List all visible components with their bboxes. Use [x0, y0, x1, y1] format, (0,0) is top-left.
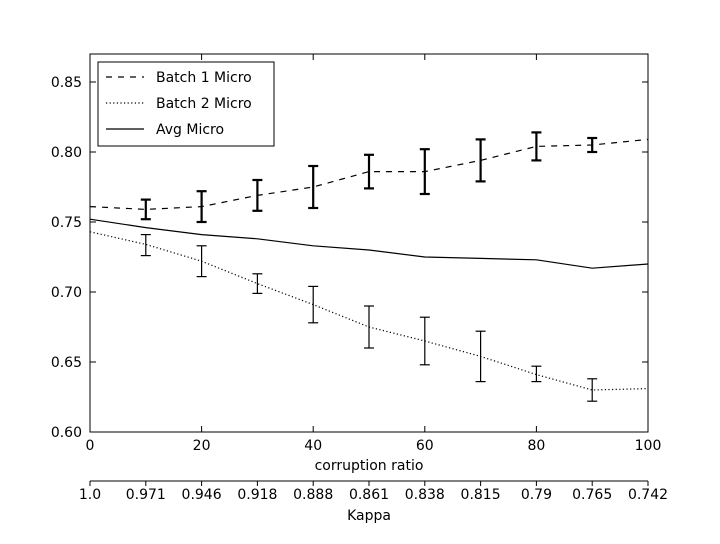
y-tick-label: 0.75 [51, 215, 82, 231]
series-line-3 [89, 218, 649, 269]
kappa-axis-label: Kappa [347, 508, 391, 524]
y-tick-label: 0.65 [51, 355, 82, 371]
legend-label-3: Avg Micro [156, 122, 224, 138]
kappa-tick-label: 0.815 [461, 487, 501, 503]
y-tick-label: 0.80 [51, 145, 82, 161]
kappa-tick-label: 0.946 [182, 487, 222, 503]
legend-box [97, 61, 275, 147]
y-tick-label: 0.85 [51, 75, 82, 91]
kappa-axis: 1.0 0.971 0.946 0.918 0.888 0.861 0.838 0.815 0.… [79, 480, 668, 503]
kappa-tick-label: 0.742 [628, 487, 668, 503]
kappa-tick-label: 0.765 [572, 487, 612, 503]
plot-frame [89, 53, 649, 433]
kappa-tick-label: 0.861 [349, 487, 389, 503]
x-tick-label: 80 [527, 438, 545, 454]
axis-ticks: 0 20 40 60 80 100 0.60 0.65 0.70 0.75 0.80 0.85 [51, 54, 662, 454]
errorbar-layer [140, 131, 598, 402]
y-tick-label: 0.60 [51, 425, 82, 441]
kappa-tick-label: 0.888 [293, 487, 333, 503]
legend-label-2: Batch 2 Micro [156, 96, 252, 112]
legend-label-1: Batch 1 Micro [156, 70, 252, 86]
kappa-tick-label: 0.79 [521, 487, 552, 503]
x-tick-label: 100 [635, 438, 662, 454]
x-tick-label: 0 [86, 438, 95, 454]
x-tick-label: 40 [304, 438, 322, 454]
x-axis-label: corruption ratio [315, 458, 424, 474]
kappa-tick-label: 0.838 [405, 487, 445, 503]
kappa-tick-label: 0.971 [126, 487, 166, 503]
x-tick-label: 60 [416, 438, 434, 454]
series-line-1 [89, 138, 649, 211]
x-tick-label: 20 [193, 438, 211, 454]
legend: Batch 1 Micro Batch 2 Micro Avg Micro [97, 61, 275, 147]
kappa-tick-label: 1.0 [79, 487, 101, 503]
kappa-tick-label: 0.918 [237, 487, 277, 503]
y-tick-label: 0.70 [51, 285, 82, 301]
